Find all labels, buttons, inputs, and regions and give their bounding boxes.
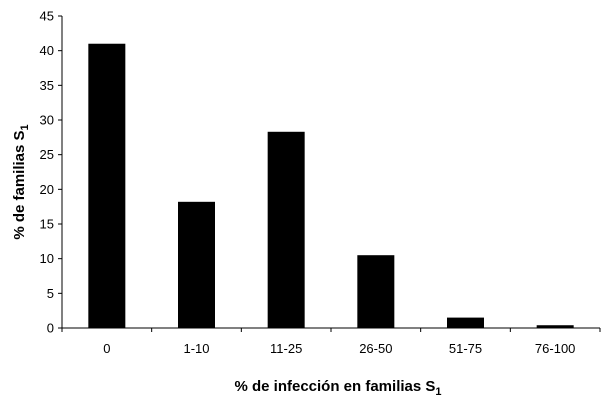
y-tick-label: 15	[40, 217, 54, 232]
y-axis-ticks: 0 5 10 15 20 25 30 35 40 45	[40, 9, 62, 336]
x-tick-label: 1-10	[183, 341, 209, 356]
x-tick-label: 51-75	[449, 341, 482, 356]
x-tick-label: 26-50	[359, 341, 392, 356]
bar-1-10	[178, 201, 215, 328]
x-axis-title-subscript: 1	[435, 386, 441, 398]
bar-0	[88, 43, 126, 328]
x-tick-label: 76-100	[535, 341, 575, 356]
x-axis-ticks: 0 1-10 11-25 26-50 51-75 76-100	[61, 328, 601, 356]
y-tick-label: 5	[47, 286, 54, 301]
bar-26-50	[357, 255, 395, 328]
y-tick-label: 30	[40, 113, 54, 128]
bar-76-100	[536, 325, 574, 328]
x-tick-label: 11-25	[270, 341, 302, 356]
x-tick-label: 0	[103, 341, 110, 356]
x-axis-title-text: % de infección en familias S	[234, 378, 435, 395]
y-tick-label: 45	[40, 9, 54, 24]
x-axis-title: % de infección en familias S1	[234, 378, 441, 398]
y-tick-label: 35	[40, 78, 54, 93]
bars	[88, 43, 574, 328]
y-tick-label: 10	[40, 251, 54, 266]
y-tick-label: 20	[40, 182, 54, 197]
y-tick-label: 0	[47, 321, 54, 336]
y-tick-label: 25	[40, 147, 54, 162]
y-axis-title-subscript: 1	[19, 124, 31, 130]
bar-51-75	[447, 317, 484, 328]
y-axis-title-text: % de familias S	[11, 130, 28, 239]
bar-11-25	[267, 131, 305, 328]
y-axis-title: % de familias S1	[11, 124, 31, 239]
y-tick-label: 40	[40, 43, 54, 58]
